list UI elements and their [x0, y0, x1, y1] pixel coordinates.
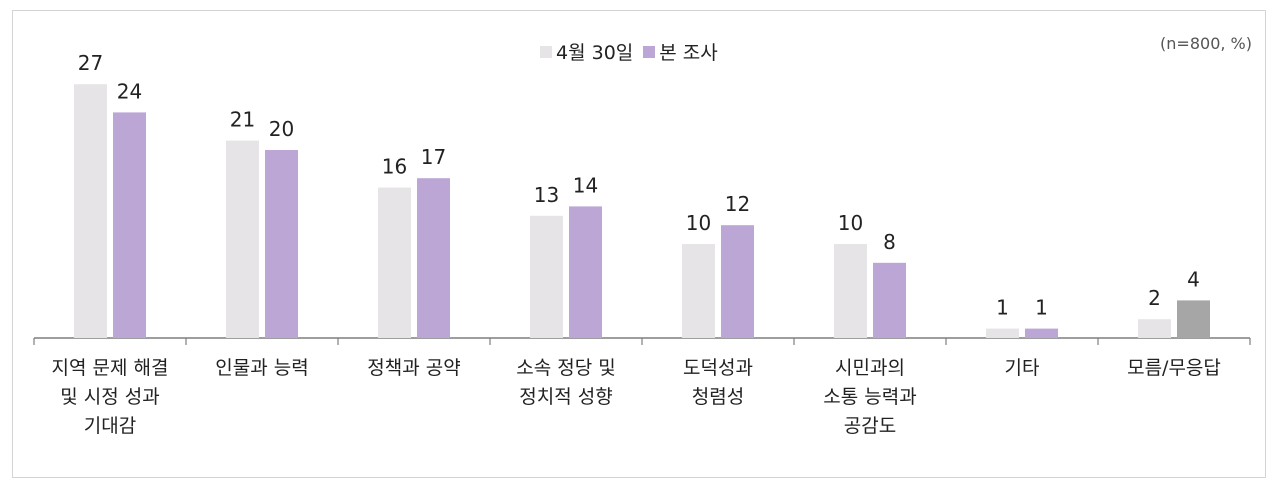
- bar-series2-cat5: [721, 225, 754, 338]
- data-label-series1-cat5: 10: [686, 211, 711, 235]
- data-label-series2-cat5: 12: [725, 192, 750, 216]
- data-label-series2-cat4: 14: [573, 173, 598, 197]
- data-label-series1-cat1: 27: [78, 51, 103, 75]
- category-label: 인물과 능력: [215, 357, 309, 379]
- category-label: 도덕성과 청렴성: [683, 357, 753, 408]
- data-label-series2-cat6: 8: [883, 230, 896, 254]
- data-label-series2-cat1: 24: [117, 79, 142, 103]
- data-label-series2-cat3: 17: [421, 145, 446, 169]
- data-label-series1-cat7: 1: [996, 296, 1009, 320]
- category-label: 소속 정당 및 정치적 성향: [516, 357, 616, 408]
- category-label: 정책과 공약: [367, 357, 461, 379]
- bar-series1-cat2: [226, 140, 259, 338]
- data-label-series1-cat8: 2: [1148, 286, 1161, 310]
- data-label-series2-cat8: 4: [1187, 267, 1200, 291]
- category-label: 모름/무응답: [1127, 357, 1221, 379]
- bar-series1-cat8: [1138, 319, 1171, 338]
- bar-series1-cat1: [74, 84, 107, 338]
- bar-series1-cat5: [682, 244, 715, 338]
- category-label: 지역 문제 해결 및 시정 성과 기대감: [51, 357, 169, 437]
- bar-series1-cat7: [986, 328, 1019, 338]
- category-label: 시민과의 소통 능력과 공감도: [823, 357, 917, 437]
- data-label-series2-cat7: 1: [1035, 296, 1048, 320]
- legend-item-series2: 본 조사: [643, 38, 718, 65]
- legend-swatch-series1: [540, 45, 552, 58]
- legend-item-series1: 4월 30일: [540, 38, 633, 65]
- bar-series1-cat4: [530, 215, 563, 338]
- bar-series2-cat1: [113, 112, 146, 339]
- data-label-series1-cat2: 21: [230, 108, 255, 132]
- sample-size-note: (n=800, %): [1160, 34, 1252, 53]
- bar-series1-cat3: [378, 187, 411, 338]
- legend-label-series2: 본 조사: [659, 42, 718, 64]
- data-label-series2-cat2: 20: [269, 117, 294, 141]
- bar-series2-cat2: [265, 150, 298, 338]
- bar-series2-cat4: [569, 206, 602, 338]
- bar-series2-cat8: [1177, 300, 1210, 338]
- legend-swatch-series2: [643, 45, 656, 58]
- bar-series2-cat3: [417, 178, 450, 338]
- bar-series1-cat6: [834, 244, 867, 338]
- data-label-series1-cat6: 10: [838, 211, 863, 235]
- data-label-series1-cat4: 13: [534, 183, 559, 207]
- chart-frame: [12, 10, 1266, 478]
- legend: 4월 30일 본 조사: [540, 38, 728, 65]
- bar-series2-cat6: [873, 262, 906, 338]
- category-label: 기타: [1004, 357, 1040, 379]
- data-label-series1-cat3: 16: [382, 155, 407, 179]
- bar-series2-cat7: [1025, 328, 1058, 338]
- legend-label-series1: 4월 30일: [556, 42, 634, 64]
